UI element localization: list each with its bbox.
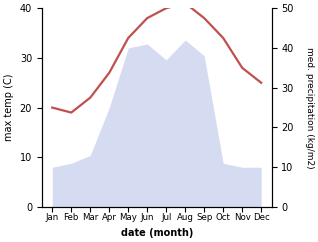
Y-axis label: med. precipitation (kg/m2): med. precipitation (kg/m2) xyxy=(305,47,314,168)
Y-axis label: max temp (C): max temp (C) xyxy=(4,74,14,141)
X-axis label: date (month): date (month) xyxy=(121,228,193,238)
